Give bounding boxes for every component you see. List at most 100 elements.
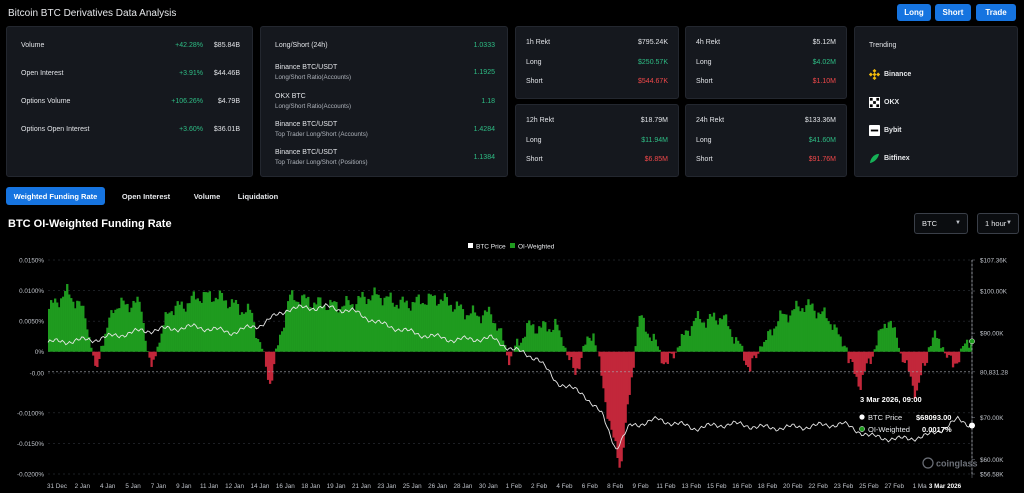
funding-bar: [399, 299, 402, 352]
funding-bar: [917, 351, 921, 383]
funding-bar: [258, 342, 262, 352]
trade-button[interactable]: Trade: [976, 4, 1016, 21]
funding-bar: [172, 315, 175, 352]
funding-bar: [118, 308, 121, 352]
funding-bar: [837, 334, 840, 352]
x-tick: 13 Feb: [681, 483, 701, 490]
x-tick: 23 Jan: [377, 483, 396, 490]
funding-bar: [206, 292, 209, 352]
chevron-down-icon: ▼: [1006, 220, 1012, 226]
funding-bar: [473, 312, 477, 352]
funding-bar: [813, 310, 816, 352]
rekt-long-value: $11.94M: [641, 137, 668, 144]
funding-bar: [299, 305, 302, 352]
asset-select[interactable]: BTC ▼: [914, 213, 968, 234]
y-left-tick: 0.0100%: [19, 288, 44, 295]
overview-label: Options Volume: [21, 98, 71, 105]
rekt-long-label: Long: [696, 137, 712, 144]
funding-bar: [495, 330, 499, 352]
rekt-long-value: $4.02M: [812, 59, 836, 66]
funding-bar: [650, 341, 653, 352]
trending-item-bybit[interactable]: Bybit: [869, 123, 902, 137]
funding-bar: [877, 330, 880, 352]
ratio-value: 1.1384: [473, 154, 495, 161]
tab-liquidation[interactable]: Liquidation: [237, 191, 279, 201]
funding-bar: [331, 302, 334, 352]
funding-bar: [70, 298, 73, 352]
funding-bar: [941, 347, 945, 352]
rekt-long-label: Long: [526, 137, 542, 144]
overview-change: +42.28%: [175, 42, 203, 49]
funding-bar: [433, 295, 436, 352]
legend-price-label[interactable]: BTC Price: [476, 244, 506, 251]
overview-label: Options Open Interest: [21, 126, 90, 133]
funding-bar: [522, 338, 525, 352]
interval-select[interactable]: 1 hour ▼: [977, 213, 1019, 234]
funding-bar: [361, 291, 364, 352]
funding-bar: [927, 347, 931, 352]
funding-bar: [773, 328, 776, 352]
funding-bar: [182, 308, 185, 352]
funding-bar: [224, 300, 228, 352]
funding-bar: [849, 351, 852, 360]
funding-bar: [52, 302, 55, 352]
funding-bar: [407, 308, 410, 352]
funding-bar: [670, 351, 674, 354]
legend-oi-label[interactable]: OI-Weighted: [518, 244, 555, 251]
trending-item-bitfinex[interactable]: Bitfinex: [869, 151, 910, 165]
funding-bar: [608, 351, 611, 421]
funding-bar: [646, 333, 649, 352]
funding-bar: [712, 312, 716, 352]
funding-bar: [363, 296, 366, 352]
funding-bar: [815, 318, 818, 352]
y-left-tick: 0.0150%: [19, 258, 44, 265]
tab-volume[interactable]: Volume: [193, 191, 221, 201]
trending-item-binance[interactable]: Binance: [869, 67, 911, 81]
x-tick: 26 Jan: [428, 483, 447, 490]
tab-weighted-funding-rate[interactable]: Weighted Funding Rate: [6, 187, 105, 205]
x-tick: 18 Jan: [301, 483, 320, 490]
x-tick: 2 Feb: [531, 483, 548, 490]
y-left-tick: -0.0200%: [17, 472, 44, 479]
funding-bar: [676, 347, 680, 352]
btc-price-line: [47, 303, 973, 450]
funding-rate-chart[interactable]: BTC Price OI-Weighted 0.0150% 0.0100% 0.00…: [0, 238, 1024, 493]
funding-bar: [584, 344, 587, 352]
funding-bar: [891, 327, 894, 352]
short-button[interactable]: Short: [935, 4, 971, 21]
overview-row: Volume +42.28% $85.84B: [7, 42, 252, 54]
funding-bar: [244, 312, 248, 352]
funding-bar: [728, 329, 732, 352]
funding-bar: [78, 301, 81, 352]
funding-bar: [634, 346, 637, 352]
tooltip-price-label: BTC Price: [868, 413, 902, 422]
rekt-short-label: Short: [526, 78, 543, 85]
funding-bar: [114, 309, 117, 352]
funding-bar: [757, 351, 760, 354]
funding-bar: [178, 304, 181, 352]
long-button[interactable]: Long: [897, 4, 931, 21]
funding-bar: [76, 300, 79, 352]
funding-bar: [98, 351, 101, 359]
trending-item-okx[interactable]: OKX: [869, 95, 899, 109]
tooltip-oi-dot: [859, 426, 865, 432]
funding-bar: [680, 333, 684, 352]
funding-bar: [819, 314, 822, 352]
rekt-long-label: Long: [526, 59, 542, 66]
funding-bar: [477, 316, 481, 352]
funding-bar: [72, 301, 75, 352]
funding-bar: [421, 302, 424, 352]
rekt-total: $133.36M: [804, 117, 836, 124]
y-left-tick: -0.00: [30, 371, 45, 378]
funding-bar: [56, 302, 59, 352]
overview-value: $4.79B: [217, 98, 240, 105]
tab-open-interest[interactable]: Open Interest: [121, 191, 171, 201]
funding-bar: [180, 301, 183, 352]
funding-bar: [745, 351, 748, 366]
funding-bar: [869, 351, 872, 364]
funding-bar: [417, 294, 420, 352]
trending-name: Bitfinex: [884, 154, 910, 162]
funding-bar: [831, 329, 834, 352]
funding-bar: [590, 340, 593, 352]
funding-bar: [602, 351, 605, 389]
